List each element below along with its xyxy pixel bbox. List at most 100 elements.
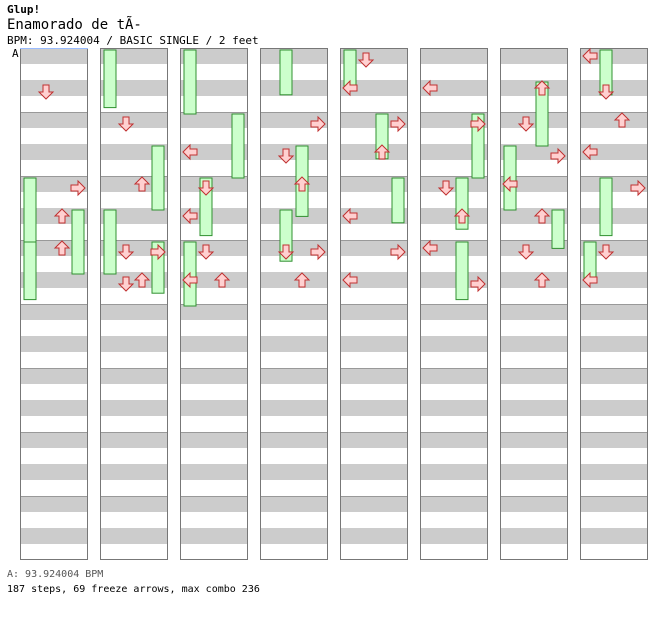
beat-stripe [340, 304, 408, 320]
beat-stripe [580, 144, 648, 160]
beat-stripe [260, 400, 328, 416]
freeze-arrow [103, 209, 117, 275]
beat-stripe [580, 208, 648, 224]
beat-stripe [100, 464, 168, 480]
arrow-up-icon [453, 208, 471, 224]
beat-stripe [420, 176, 488, 192]
arrow-down-icon [277, 244, 295, 260]
beat-stripe [100, 432, 168, 448]
beat-stripe [580, 112, 648, 128]
beat-stripe [180, 240, 248, 256]
beat-stripe [180, 336, 248, 352]
arrow-left-icon [582, 143, 598, 161]
beat-stripe [260, 144, 328, 160]
arrow-up-icon [133, 176, 151, 192]
beat-stripe [100, 176, 168, 192]
beat-stripe [420, 464, 488, 480]
freeze-arrow [455, 241, 469, 301]
song-title: Enamorado de tÃ- [7, 17, 142, 33]
beat-stripe [180, 496, 248, 512]
site-name: Glup! [7, 3, 41, 16]
beat-stripe [260, 208, 328, 224]
freeze-arrow [103, 49, 117, 109]
beat-stripe [180, 272, 248, 288]
beat-stripe [580, 368, 648, 384]
beat-stripe [260, 336, 328, 352]
beat-stripe [500, 176, 568, 192]
beat-stripe [100, 144, 168, 160]
arrow-down-icon [117, 116, 135, 132]
arrow-up-icon [533, 80, 551, 96]
arrow-left-icon [182, 207, 198, 225]
arrow-down-icon [517, 116, 535, 132]
arrow-down-icon [277, 148, 295, 164]
arrow-up-icon [533, 208, 551, 224]
beat-stripe [180, 368, 248, 384]
bpm-marker-label: A [12, 47, 19, 60]
arrow-left-icon [582, 47, 598, 65]
arrow-right-icon [630, 179, 646, 197]
beat-stripe [260, 80, 328, 96]
beat-stripe [20, 464, 88, 480]
arrow-right-icon [470, 115, 486, 133]
beat-stripe [500, 272, 568, 288]
beat-stripe [500, 336, 568, 352]
beat-stripe [500, 208, 568, 224]
chart-stats: 187 steps, 69 freeze arrows, max combo 2… [7, 584, 260, 595]
beat-stripe [500, 240, 568, 256]
beat-stripe [180, 176, 248, 192]
freeze-arrow [71, 209, 85, 275]
beat-stripe [100, 80, 168, 96]
beat-stripe [420, 304, 488, 320]
arrow-right-icon [310, 115, 326, 133]
beat-stripe [340, 528, 408, 544]
freeze-arrow [151, 145, 165, 211]
beat-stripe [180, 400, 248, 416]
arrow-up-icon [133, 272, 151, 288]
beat-stripe [100, 112, 168, 128]
beat-stripe [180, 112, 248, 128]
arrow-down-icon [197, 180, 215, 196]
arrow-left-icon [422, 239, 438, 257]
beat-stripe [100, 336, 168, 352]
beat-stripe [20, 48, 88, 64]
arrow-down-icon [437, 180, 455, 196]
arrow-up-icon [293, 176, 311, 192]
chart-info: BPM: 93.924004 / BASIC SINGLE / 2 feet [7, 34, 259, 47]
chart-column-border [500, 48, 568, 560]
beat-stripe [340, 144, 408, 160]
beat-stripe [180, 304, 248, 320]
beat-stripe [340, 176, 408, 192]
arrow-down-icon [197, 244, 215, 260]
beat-stripe [260, 464, 328, 480]
beat-stripe [420, 432, 488, 448]
beat-stripe [500, 528, 568, 544]
beat-stripe [580, 48, 648, 64]
beat-stripe [420, 336, 488, 352]
beat-stripe [580, 496, 648, 512]
arrow-right-icon [310, 243, 326, 261]
arrow-left-icon [182, 143, 198, 161]
beat-stripe [420, 240, 488, 256]
beat-stripe [500, 432, 568, 448]
arrow-down-icon [117, 276, 135, 292]
beat-stripe [260, 528, 328, 544]
arrow-down-icon [357, 52, 375, 68]
beat-stripe [260, 368, 328, 384]
beat-stripe [100, 400, 168, 416]
arrow-left-icon [342, 207, 358, 225]
beat-stripe [500, 464, 568, 480]
beat-stripe [580, 240, 648, 256]
arrow-right-icon [70, 179, 86, 197]
beat-stripe [180, 144, 248, 160]
arrow-left-icon [342, 271, 358, 289]
beat-stripe [580, 336, 648, 352]
beat-stripe [340, 464, 408, 480]
freeze-arrow [279, 49, 293, 96]
beat-stripe [20, 304, 88, 320]
beat-stripe [340, 496, 408, 512]
beat-stripe [500, 304, 568, 320]
freeze-arrow [471, 113, 485, 179]
beat-stripe [500, 400, 568, 416]
